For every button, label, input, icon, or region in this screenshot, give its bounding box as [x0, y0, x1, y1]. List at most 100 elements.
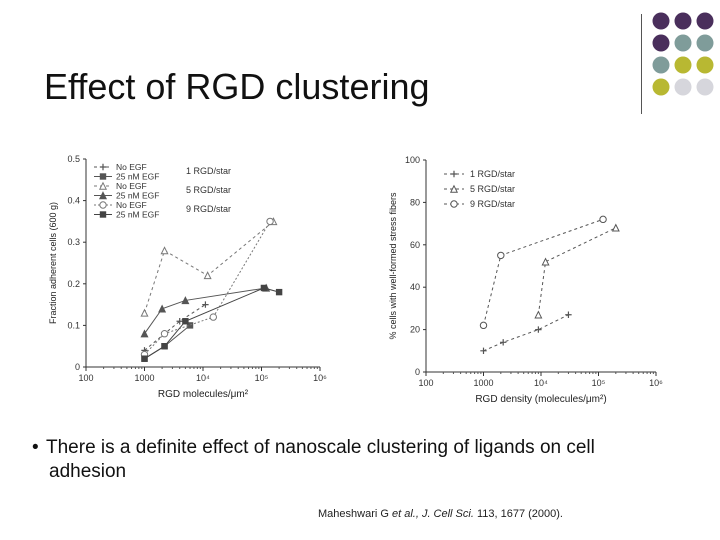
- marker-triangle: [158, 304, 167, 313]
- data-series: [479, 215, 607, 330]
- decor-dot: [696, 34, 714, 52]
- legend-series-name: 9 RGD/star: [470, 199, 515, 209]
- legend-entry: No EGF: [116, 200, 147, 210]
- data-series: [140, 283, 271, 338]
- marker-cross: [535, 326, 542, 333]
- marker-triangle: [541, 257, 550, 266]
- marker-square: [161, 343, 168, 350]
- marker-triangle: [611, 223, 620, 232]
- decor-dot: [696, 12, 714, 30]
- y-tick-label: 80: [410, 197, 420, 207]
- y-tick-label: 20: [410, 325, 420, 335]
- bullet-icon: •: [32, 437, 39, 458]
- legend-group-label: 1 RGD/star: [186, 166, 231, 176]
- x-tick-label: 10⁶: [313, 373, 327, 383]
- y-axis-label: % cells with well-formed stress fibers: [388, 192, 398, 340]
- legend-group-label: 5 RGD/star: [186, 185, 231, 195]
- marker-circle: [99, 201, 107, 209]
- y-tick-label: 0.5: [67, 154, 80, 164]
- bullet-text-line1: There is a definite effect of nanoscale …: [46, 437, 595, 458]
- citation: Maheshwari G et al., J. Cell Sci. 113, 1…: [318, 508, 563, 520]
- marker-circle: [450, 200, 458, 208]
- decor-dot: [652, 56, 670, 74]
- decor-dot: [652, 78, 670, 96]
- citation-journal: et al., J. Cell Sci.: [391, 508, 474, 520]
- marker-cross: [450, 170, 458, 178]
- marker-triangle: [449, 184, 459, 193]
- decor-dot: [674, 12, 692, 30]
- data-series: [141, 301, 209, 354]
- x-tick-label: 100: [418, 378, 433, 388]
- legend-entry: No EGF: [116, 162, 147, 172]
- y-tick-label: 0.1: [67, 320, 80, 330]
- marker-triangle: [160, 246, 169, 255]
- marker-triangle: [181, 296, 190, 305]
- marker-square: [275, 288, 283, 296]
- y-tick-label: 0.2: [67, 279, 80, 289]
- x-tick-label: 10⁵: [592, 378, 606, 388]
- citation-authors: Maheshwari G: [318, 508, 392, 520]
- x-tick-label: 10⁵: [255, 373, 269, 383]
- legend-entry: 25 nM EGF: [116, 191, 159, 201]
- marker-circle: [479, 321, 488, 330]
- marker-square: [260, 284, 268, 292]
- legend-entry: 25 nM EGF: [116, 172, 159, 182]
- marker-triangle: [203, 271, 212, 280]
- decor-dot: [696, 56, 714, 74]
- decor-dot: [674, 78, 692, 96]
- marker-triangle: [98, 191, 108, 200]
- data-series: [140, 217, 274, 359]
- x-tick-label: 1000: [473, 378, 493, 388]
- marker-cross: [202, 301, 209, 308]
- marker-cross: [480, 347, 487, 354]
- marker-cross: [99, 163, 107, 171]
- marker-cross: [176, 318, 183, 325]
- series-line: [144, 221, 271, 355]
- legend: 1 RGD/star 5 RGD/star 9 RGD/star: [444, 169, 515, 209]
- x-tick-label: 1000: [134, 373, 154, 383]
- decor-dot: [652, 34, 670, 52]
- y-tick-label: 100: [405, 155, 420, 165]
- marker-triangle: [534, 310, 543, 319]
- x-tick-label: 10⁴: [534, 378, 548, 388]
- data-series: [141, 284, 283, 362]
- decor-dot: [674, 56, 692, 74]
- marker-cross: [565, 311, 572, 318]
- marker-circle: [599, 215, 607, 224]
- legend-group-label: 9 RGD/star: [186, 204, 231, 214]
- y-tick-label: 0: [75, 362, 80, 372]
- y-tick-label: 0.3: [67, 237, 80, 247]
- series-line: [144, 287, 267, 335]
- x-tick-label: 10⁴: [196, 373, 210, 383]
- y-tick-label: 60: [410, 240, 420, 250]
- marker-square: [99, 211, 107, 218]
- legend-entry: No EGF: [116, 181, 147, 191]
- data-series: [534, 223, 620, 319]
- x-tick-label: 10⁶: [649, 378, 663, 388]
- slide-title: Effect of RGD clustering: [44, 66, 430, 107]
- x-axis-label: RGD density (molecules/μm²): [475, 394, 606, 405]
- legend-series-name: 1 RGD/star: [470, 169, 515, 179]
- marker-circle: [266, 217, 274, 226]
- bullet-text-line2: adhesion: [49, 461, 127, 482]
- y-axis-label: Fraction adherent cells (600 g): [48, 202, 58, 324]
- series-line: [144, 304, 206, 351]
- decor-dot: [696, 78, 714, 96]
- series-line: [537, 227, 617, 315]
- marker-circle: [209, 313, 218, 321]
- marker-square: [141, 355, 148, 362]
- data-series: [140, 217, 278, 317]
- marker-triangle: [98, 181, 108, 190]
- legend-series-name: 5 RGD/star: [470, 184, 515, 194]
- decor-dot: [674, 34, 692, 52]
- decorative-dot-grid: [652, 12, 714, 96]
- series-line: [483, 218, 604, 326]
- marker-square: [186, 322, 194, 329]
- data-series: [480, 311, 572, 354]
- series-line: [144, 325, 191, 360]
- legend-entry: 25 nM EGF: [116, 210, 159, 220]
- adhesion-chart: 100 1000 10⁴ 10⁵ 10⁶ 0 0.1 0.2 0.3 0.4 0.5 RGD mole…: [48, 154, 327, 400]
- x-axis-label: RGD molecules/μm²: [158, 389, 249, 400]
- stress-fiber-chart: 100 1000 10⁴ 10⁵ 10⁶ 0 20 40 60 80 100 RGD density …: [388, 155, 663, 405]
